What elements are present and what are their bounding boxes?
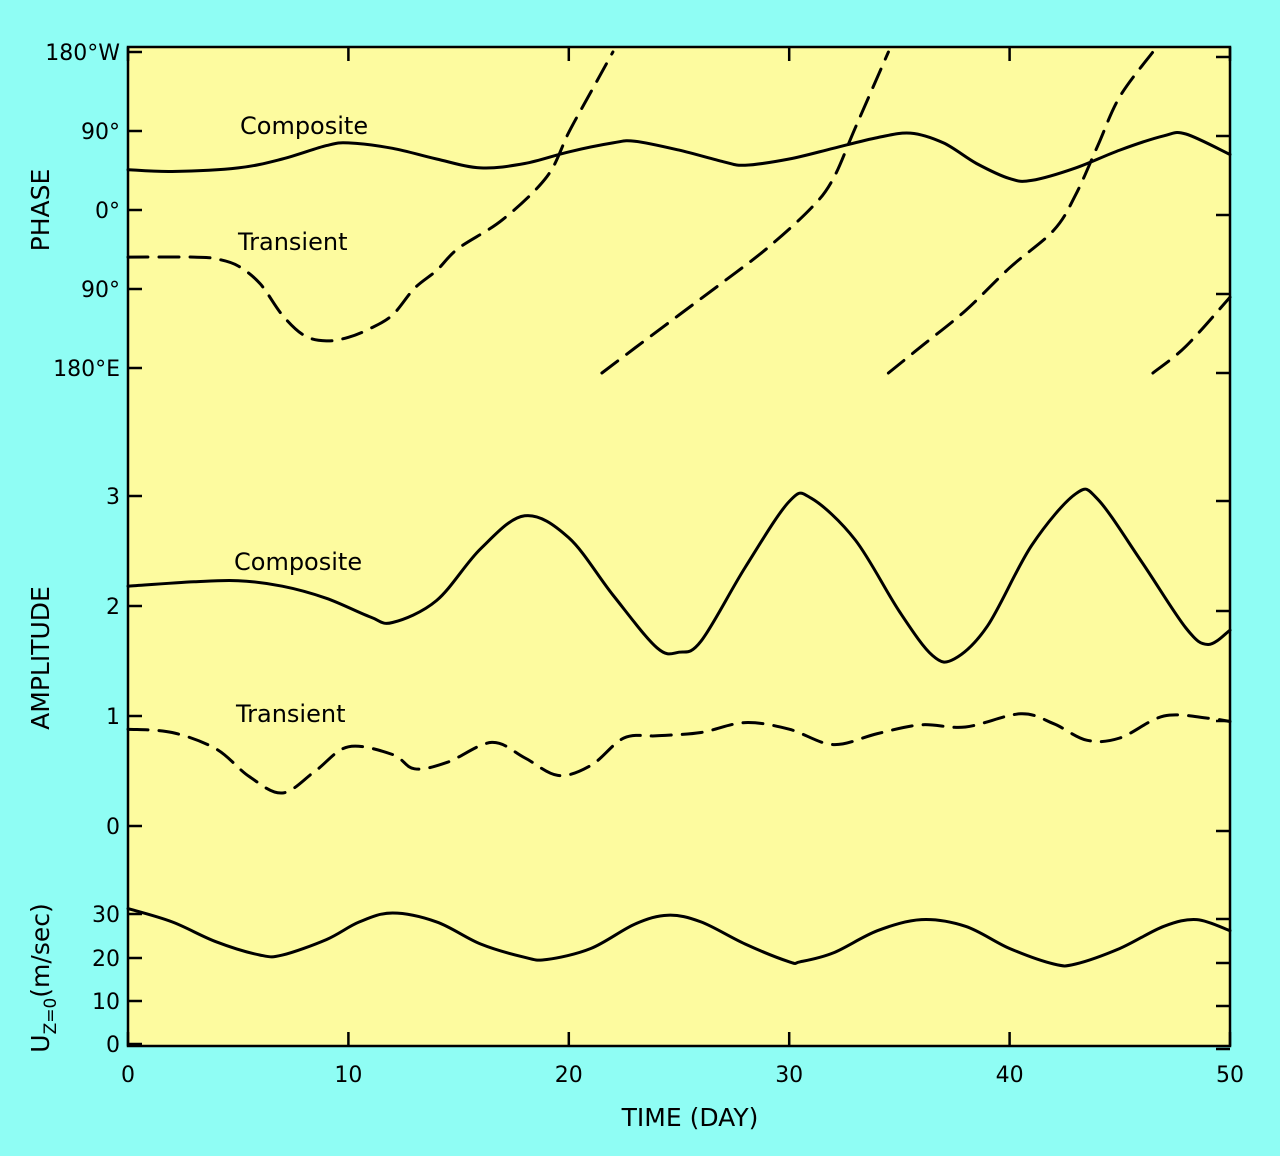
amplitude-transient-label: Transient — [235, 700, 345, 728]
amplitude-y-tick-label: 2 — [106, 595, 120, 620]
amplitude-transient-line — [126, 712, 1232, 795]
u-y-tick-label: 30 — [92, 903, 120, 928]
phase-transient-line — [886, 50, 1155, 375]
phase-y-tick-label: 90° — [81, 120, 120, 145]
phase-transient-label: Transient — [237, 228, 347, 256]
x-tick-label: 20 — [555, 1063, 583, 1088]
u-y-tick-label: 0 — [106, 1033, 120, 1058]
u-axis-symbol: U — [26, 1034, 55, 1052]
phase-transient-line — [126, 50, 615, 343]
phase-transient-line — [1151, 295, 1232, 375]
phase-transient-line — [600, 50, 890, 375]
x-tick-label: 0 — [121, 1063, 135, 1088]
u-y-tick-label: 10 — [92, 990, 120, 1015]
phase-y-tick-label: 0° — [95, 199, 120, 224]
x-tick-label: 10 — [334, 1063, 362, 1088]
amplitude-axis-title: AMPLITUDE — [26, 586, 55, 730]
amplitude-composite-line — [126, 487, 1232, 664]
u-y-tick-label: 20 — [92, 947, 120, 972]
u-axis-title: UZ=0(m/sec) — [26, 903, 61, 1052]
x-tick-label: 30 — [775, 1063, 803, 1088]
u-axis-unit: (m/sec) — [26, 903, 55, 997]
curves — [126, 50, 1232, 968]
phase-y-tick-label: 180°E — [53, 357, 120, 382]
x-tick-label: 40 — [996, 1063, 1024, 1088]
amplitude-y-tick-label: 1 — [106, 705, 120, 730]
ticks — [126, 47, 1232, 1051]
x-tick-label: 50 — [1216, 1063, 1244, 1088]
u-series-line — [126, 907, 1232, 968]
phase-y-tick-label: 90° — [81, 278, 120, 303]
amplitude-y-tick-label: 0 — [106, 815, 120, 840]
phase-composite-label: Composite — [240, 112, 368, 140]
phase-composite-line — [126, 130, 1232, 183]
u-axis-subscript: Z=0 — [41, 998, 61, 1035]
amplitude-composite-label: Composite — [234, 548, 362, 576]
phase-axis-title: PHASE — [26, 169, 55, 252]
phase-y-tick-label: 180°W — [45, 41, 120, 66]
amplitude-y-tick-label: 3 — [106, 485, 120, 510]
x-axis-title: TIME (DAY) — [621, 1103, 759, 1132]
plot-area — [126, 45, 1232, 1048]
